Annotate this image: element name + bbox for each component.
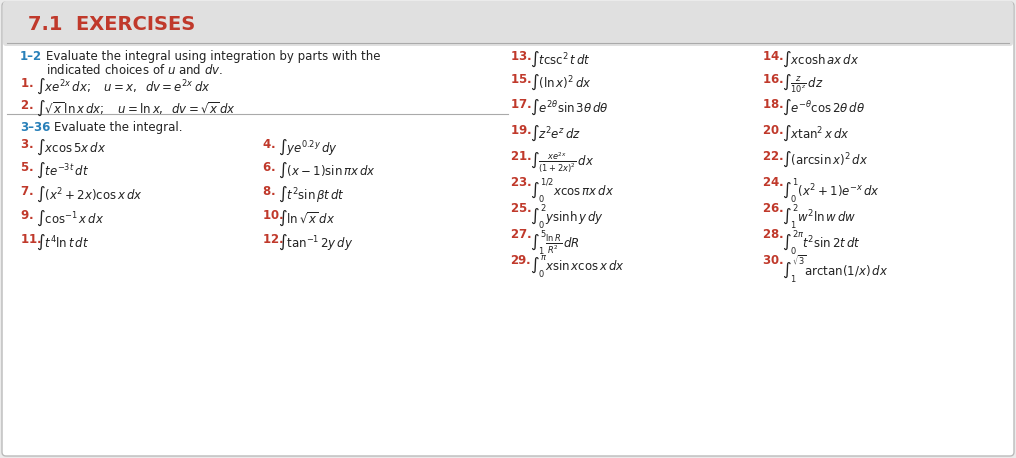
Text: $\mathbf{11.}$: $\mathbf{11.}$: [20, 233, 42, 246]
Text: $\int_0^{2} y\sinh y\,dy$: $\int_0^{2} y\sinh y\,dy$: [530, 202, 605, 231]
Text: $\mathbf{26.}$: $\mathbf{26.}$: [762, 202, 783, 215]
Text: $\int t^2\sin\beta t\,dt$: $\int t^2\sin\beta t\,dt$: [278, 185, 344, 204]
Text: $\mathbf{12.}$: $\mathbf{12.}$: [262, 233, 283, 246]
Text: $\mathbf{15.}$: $\mathbf{15.}$: [510, 73, 531, 86]
Text: $\int te^{-3t}\,dt$: $\int te^{-3t}\,dt$: [36, 161, 89, 180]
Text: Evaluate the integral using integration by parts with the: Evaluate the integral using integration …: [46, 50, 381, 63]
Text: $\int \frac{xe^{2x}}{(1+2x)^2}\,dx$: $\int \frac{xe^{2x}}{(1+2x)^2}\,dx$: [530, 150, 594, 174]
Text: $\int (\ln x)^2\,dx$: $\int (\ln x)^2\,dx$: [530, 73, 591, 93]
Text: $\int ye^{0.2y}\,dy$: $\int ye^{0.2y}\,dy$: [278, 138, 337, 157]
Text: $\mathbf{22.}$: $\mathbf{22.}$: [762, 150, 783, 163]
FancyBboxPatch shape: [3, 1, 1013, 46]
Text: $\int e^{2\theta}\sin 3\theta\,d\theta$: $\int e^{2\theta}\sin 3\theta\,d\theta$: [530, 98, 609, 117]
Text: $\mathbf{29.}$: $\mathbf{29.}$: [510, 254, 531, 267]
Bar: [7, 23, 1009, 43]
Text: $\mathbf{4.}$: $\mathbf{4.}$: [262, 138, 275, 151]
Text: $\int x\cosh ax\,dx$: $\int x\cosh ax\,dx$: [782, 50, 860, 69]
Text: $\mathbf{13.}$: $\mathbf{13.}$: [510, 50, 531, 63]
Text: $\int_1^{\sqrt{3}} \arctan(1/x)\,dx$: $\int_1^{\sqrt{3}} \arctan(1/x)\,dx$: [782, 254, 888, 285]
Text: $\mathbf{28.}$: $\mathbf{28.}$: [762, 228, 783, 241]
Text: $\mathbf{8.}$: $\mathbf{8.}$: [262, 185, 275, 198]
Text: $\mathbf{14.}$: $\mathbf{14.}$: [762, 50, 783, 63]
Text: $\mathbf{27.}$: $\mathbf{27.}$: [510, 228, 531, 241]
Text: $\mathbf{24.}$: $\mathbf{24.}$: [762, 176, 783, 189]
Text: $\mathbf{23.}$: $\mathbf{23.}$: [510, 176, 531, 189]
Text: $\int (x^2+2x)\cos x\,dx$: $\int (x^2+2x)\cos x\,dx$: [36, 185, 143, 204]
Text: $\mathbf{7.}$: $\mathbf{7.}$: [20, 185, 34, 198]
Text: $\mathbf{20.}$: $\mathbf{20.}$: [762, 124, 783, 137]
Text: $\int_0^{1/2} x\cos\pi x\,dx$: $\int_0^{1/2} x\cos\pi x\,dx$: [530, 176, 615, 205]
Text: $\mathbf{6.}$: $\mathbf{6.}$: [262, 161, 275, 174]
Text: $\int \ln\sqrt{x}\,dx$: $\int \ln\sqrt{x}\,dx$: [278, 209, 335, 228]
Text: indicated choices of $u$ and $dv$.: indicated choices of $u$ and $dv$.: [46, 63, 224, 77]
Text: $\int_0^{\pi} x\sin x\cos x\,dx$: $\int_0^{\pi} x\sin x\cos x\,dx$: [530, 254, 625, 280]
Text: $\int z^2e^z\,dz$: $\int z^2e^z\,dz$: [530, 124, 581, 143]
Text: $\mathbf{19.}$: $\mathbf{19.}$: [510, 124, 531, 137]
Text: $\int \cos^{-1}x\,dx$: $\int \cos^{-1}x\,dx$: [36, 209, 105, 228]
Text: $\int_0^{2\pi} t^2\sin 2t\,dt$: $\int_0^{2\pi} t^2\sin 2t\,dt$: [782, 228, 861, 256]
Text: 7.1  EXERCISES: 7.1 EXERCISES: [28, 15, 195, 33]
Text: $\int_1^{2} w^2\ln w\,dw$: $\int_1^{2} w^2\ln w\,dw$: [782, 202, 856, 231]
Text: $\mathbf{3.}$: $\mathbf{3.}$: [20, 138, 34, 151]
Text: $\mathbf{9.}$: $\mathbf{9.}$: [20, 209, 34, 222]
Text: $\mathbf{17.}$: $\mathbf{17.}$: [510, 98, 531, 111]
Text: $\mathbf{18.}$: $\mathbf{18.}$: [762, 98, 783, 111]
Text: $\mathbf{30.}$: $\mathbf{30.}$: [762, 254, 783, 267]
Text: $\mathbf{5.}$: $\mathbf{5.}$: [20, 161, 34, 174]
Text: 3–36: 3–36: [20, 121, 51, 134]
Text: $\mathbf{25.}$: $\mathbf{25.}$: [510, 202, 531, 215]
Text: $\int (\arcsin x)^2\,dx$: $\int (\arcsin x)^2\,dx$: [782, 150, 868, 169]
Text: $\mathbf{21.}$: $\mathbf{21.}$: [510, 150, 531, 163]
Text: $\int (x-1)\sin\pi x\,dx$: $\int (x-1)\sin\pi x\,dx$: [278, 161, 376, 180]
Text: $\int_1^{5}\frac{\ln R}{R^2}\,dR$: $\int_1^{5}\frac{\ln R}{R^2}\,dR$: [530, 228, 580, 256]
Text: $\int \frac{z}{10^z}\,dz$: $\int \frac{z}{10^z}\,dz$: [782, 73, 824, 95]
Text: $\int t\csc^2 t\,dt$: $\int t\csc^2 t\,dt$: [530, 50, 591, 69]
Text: 1–2: 1–2: [20, 50, 42, 63]
Text: $\mathbf{2.}$: $\mathbf{2.}$: [20, 99, 34, 112]
Text: $\int x\tan^2 x\,dx$: $\int x\tan^2 x\,dx$: [782, 124, 849, 143]
Text: $\mathbf{1.}$: $\mathbf{1.}$: [20, 77, 34, 90]
Text: $\int x\cos 5x\,dx$: $\int x\cos 5x\,dx$: [36, 138, 106, 157]
Text: $\int e^{-\theta}\cos 2\theta\,d\theta$: $\int e^{-\theta}\cos 2\theta\,d\theta$: [782, 98, 866, 117]
Text: $\int \tan^{-1}2y\,dy$: $\int \tan^{-1}2y\,dy$: [278, 233, 354, 252]
Text: $\int t^4\ln t\,dt$: $\int t^4\ln t\,dt$: [36, 233, 89, 252]
Text: $\int \sqrt{x}\,\ln x\,dx;\quad u = \ln x,\;\; dv = \sqrt{x}\,dx$: $\int \sqrt{x}\,\ln x\,dx;\quad u = \ln …: [36, 99, 236, 118]
Text: $\int xe^{2x}\,dx;\quad u = x,\;\; dv = e^{2x}\,dx$: $\int xe^{2x}\,dx;\quad u = x,\;\; dv = …: [36, 77, 210, 96]
Text: $\mathbf{10.}$: $\mathbf{10.}$: [262, 209, 283, 222]
Text: $\mathbf{16.}$: $\mathbf{16.}$: [762, 73, 783, 86]
Text: $\int_0^{1}(x^2+1)e^{-x}\,dx$: $\int_0^{1}(x^2+1)e^{-x}\,dx$: [782, 176, 880, 205]
Text: Evaluate the integral.: Evaluate the integral.: [54, 121, 183, 134]
